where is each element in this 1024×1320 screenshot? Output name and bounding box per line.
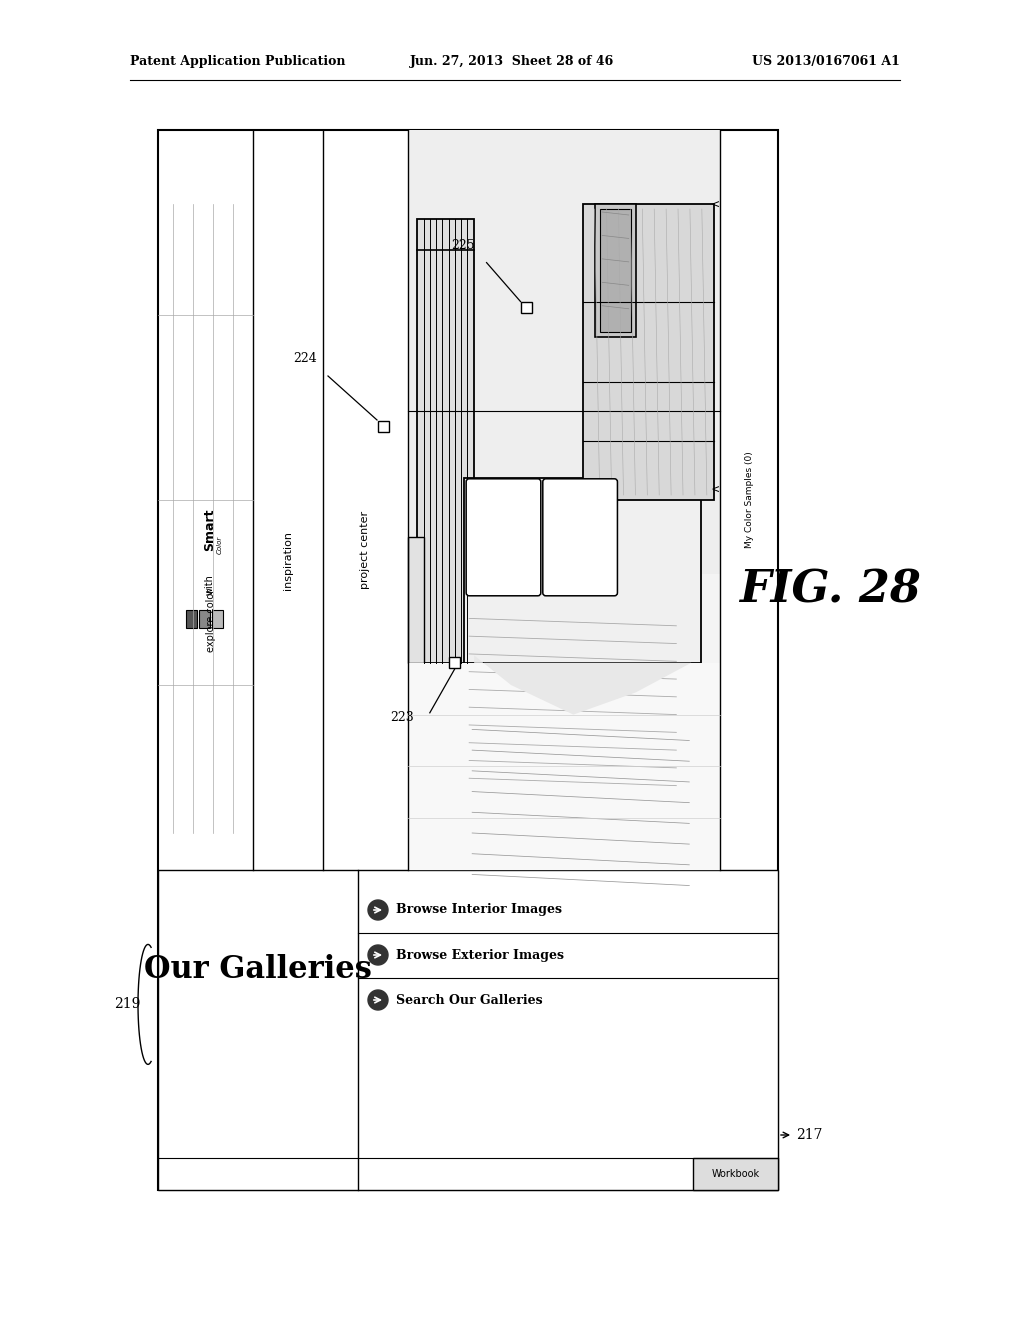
Text: My Color Samples (0): My Color Samples (0) — [744, 451, 754, 548]
Bar — [464, 478, 701, 663]
Text: with: with — [205, 574, 214, 595]
Text: 219: 219 — [114, 998, 140, 1011]
Bar — [450, 657, 461, 668]
Bar — [408, 537, 424, 663]
Text: 225: 225 — [452, 239, 475, 252]
Polygon shape — [474, 656, 691, 714]
Text: Patent Application Publication: Patent Application Publication — [130, 55, 345, 69]
Text: 223: 223 — [390, 711, 414, 725]
Text: Browse Interior Images: Browse Interior Images — [396, 903, 562, 916]
Bar — [199, 610, 210, 628]
Text: Smart: Smart — [203, 508, 216, 552]
Bar — [185, 610, 197, 628]
Bar — [158, 870, 778, 1191]
Bar — [521, 302, 532, 313]
Text: Jun. 27, 2013  Sheet 28 of 46: Jun. 27, 2013 Sheet 28 of 46 — [410, 55, 614, 69]
Text: Search Our Galleries: Search Our Galleries — [396, 994, 543, 1006]
Bar — [212, 610, 222, 628]
Circle shape — [368, 900, 388, 920]
Text: <: < — [712, 483, 719, 496]
Circle shape — [368, 990, 388, 1010]
Bar — [418, 219, 473, 663]
Bar — [408, 129, 720, 574]
Bar — [408, 663, 720, 870]
Text: Our Galleries: Our Galleries — [144, 954, 372, 986]
Text: 217: 217 — [796, 1129, 822, 1142]
Circle shape — [368, 945, 388, 965]
Bar — [583, 205, 714, 500]
Bar — [408, 129, 720, 870]
Text: <: < — [712, 198, 719, 211]
Text: 224: 224 — [293, 351, 316, 364]
Text: Workbook: Workbook — [712, 1170, 760, 1179]
Text: Color: Color — [216, 536, 222, 554]
Bar — [693, 1158, 778, 1191]
FancyBboxPatch shape — [543, 479, 617, 595]
Text: FIG. 28: FIG. 28 — [739, 569, 921, 611]
Bar — [378, 421, 388, 432]
Bar — [600, 209, 631, 333]
Text: explore color: explore color — [206, 589, 215, 652]
Bar — [158, 129, 778, 1191]
Text: inspiration: inspiration — [283, 531, 293, 590]
Text: Browse Exterior Images: Browse Exterior Images — [396, 949, 564, 961]
FancyBboxPatch shape — [466, 479, 541, 595]
Text: US 2013/0167061 A1: US 2013/0167061 A1 — [752, 55, 900, 69]
Bar — [595, 205, 636, 337]
Text: project center: project center — [360, 511, 371, 589]
